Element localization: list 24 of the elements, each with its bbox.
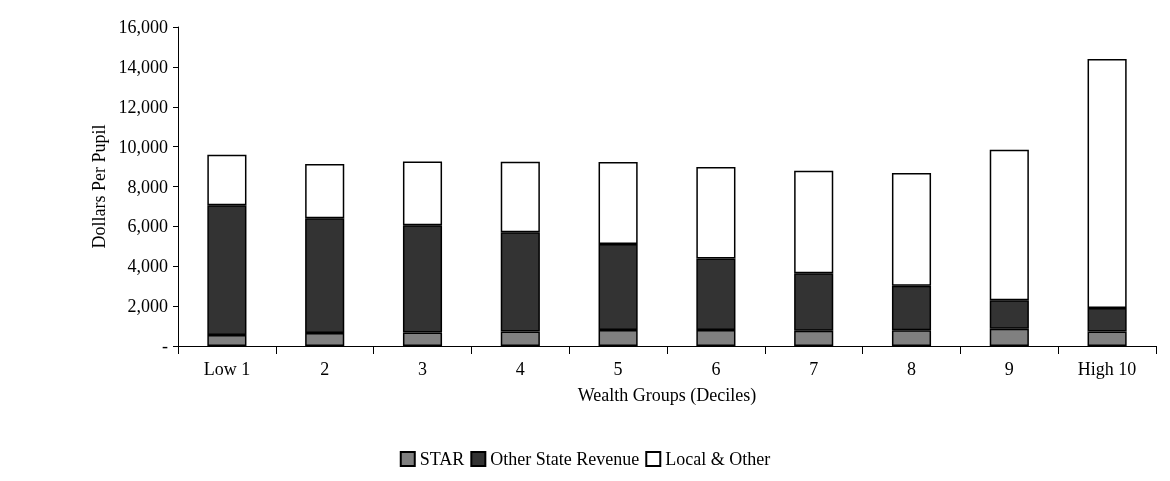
x-tick-label: High 10 bbox=[1077, 359, 1137, 379]
y-tick-label: 12,000 bbox=[118, 96, 168, 117]
x-tick-label: 7 bbox=[809, 359, 819, 379]
y-tick-label: - bbox=[162, 336, 168, 356]
x-tick-label: 9 bbox=[1004, 359, 1014, 379]
x-tick-label: 2 bbox=[320, 359, 330, 379]
legend-label: Other State Revenue bbox=[490, 449, 640, 469]
x-tick-label: Low 1 bbox=[203, 359, 251, 379]
x-tick-label: 4 bbox=[515, 359, 525, 379]
x-tick-label: 8 bbox=[907, 359, 916, 379]
x-axis-title: Wealth Groups (Deciles) bbox=[577, 385, 757, 406]
y-tick-label: 4,000 bbox=[127, 256, 168, 277]
y-tick-label: 8,000 bbox=[127, 176, 168, 197]
x-tick-label: 3 bbox=[418, 359, 427, 379]
x-tick-label: 6 bbox=[711, 359, 721, 379]
y-tick-label: 10,000 bbox=[118, 136, 168, 157]
y-tick-label: 16,000 bbox=[118, 17, 168, 37]
legend-label: Local & Other bbox=[665, 449, 771, 469]
y-axis-title: Dollars Per Pupil bbox=[88, 124, 109, 249]
y-tick-label: 14,000 bbox=[118, 56, 168, 77]
x-tick-label: 5 bbox=[613, 359, 623, 379]
legend-label: STAR bbox=[419, 449, 465, 469]
y-tick-label: 2,000 bbox=[127, 296, 168, 317]
y-tick-label: 6,000 bbox=[127, 216, 168, 237]
